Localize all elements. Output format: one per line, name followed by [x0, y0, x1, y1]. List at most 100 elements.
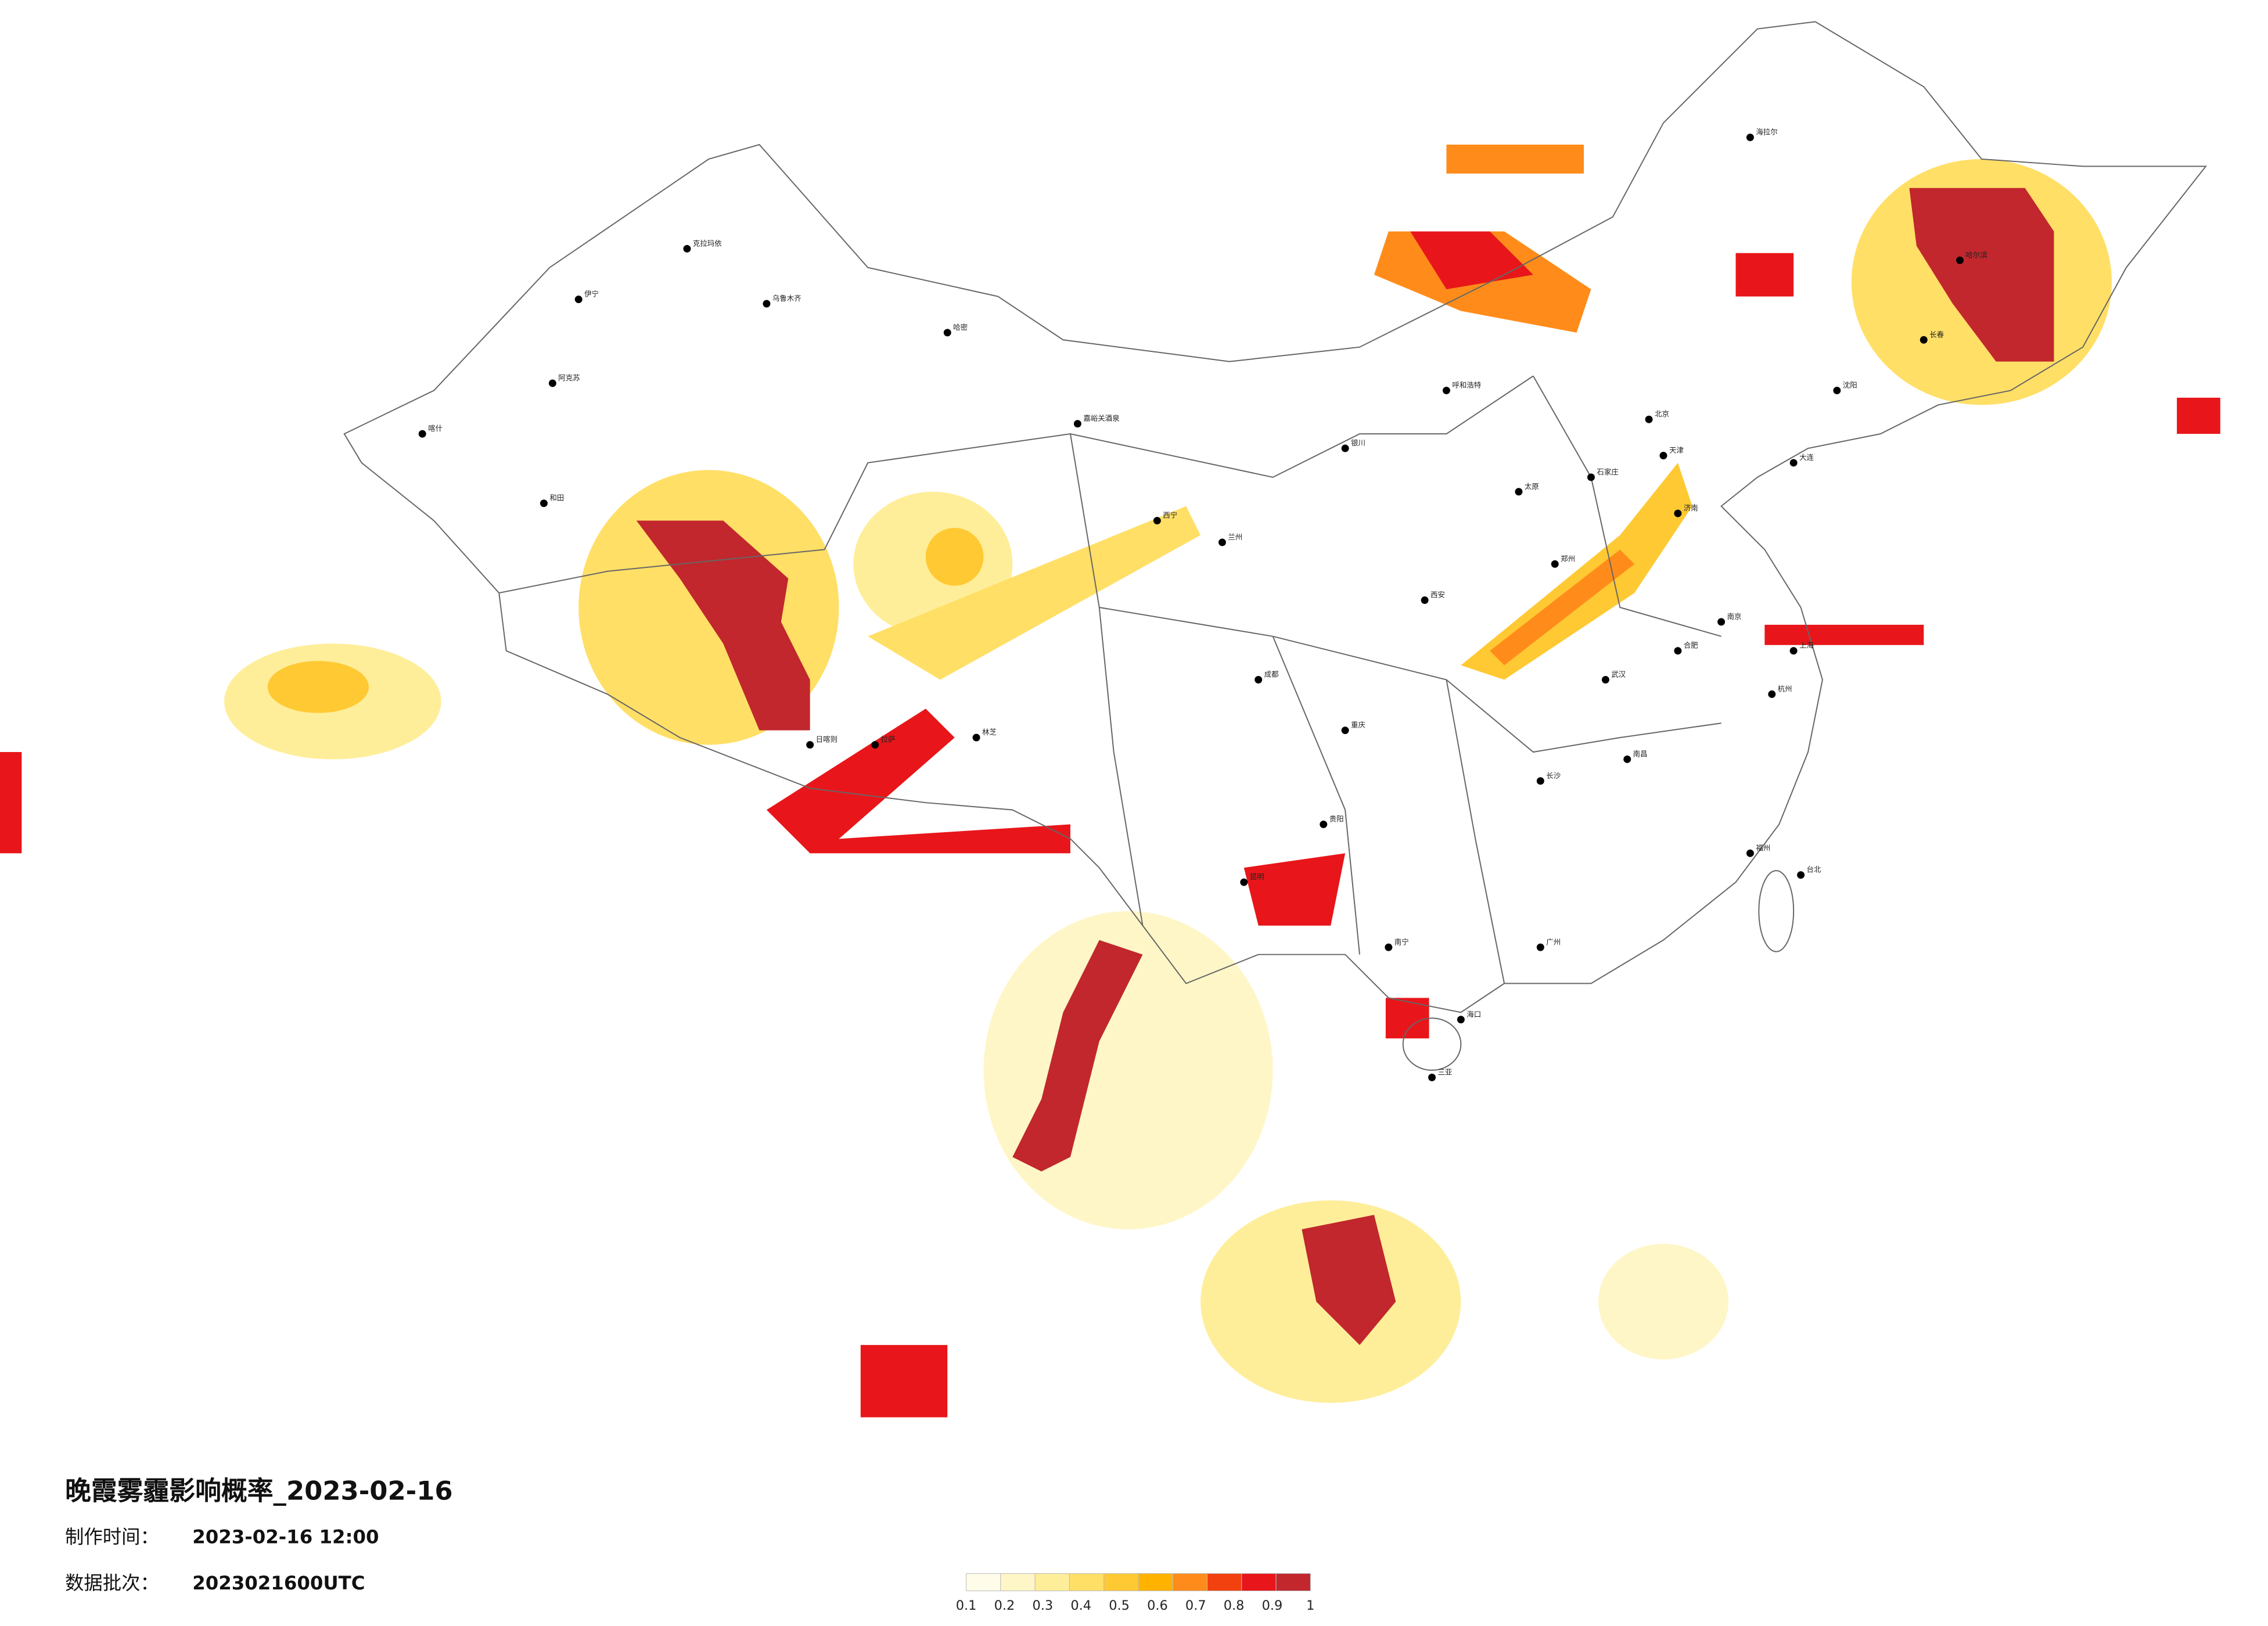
legend-swatch — [1000, 1573, 1036, 1591]
city-dot — [1601, 676, 1609, 684]
city-label: 南昌 — [1633, 749, 1648, 758]
city-dot — [1551, 560, 1559, 568]
city-dot — [1789, 647, 1798, 655]
city-label: 武汉 — [1611, 670, 1626, 679]
city-label: 郑州 — [1561, 554, 1575, 563]
haze-area — [1598, 1243, 1729, 1360]
haze-area — [636, 520, 810, 731]
island-outline — [1758, 870, 1795, 952]
legend: 0.1 0.2 0.3 0.4 0.5 0.6 0.7 0.8 0.9 1 — [956, 1573, 1314, 1613]
city-label: 银川 — [1351, 438, 1365, 447]
city-dot — [540, 499, 548, 508]
city-label: 长春 — [1929, 330, 1944, 339]
city-dot — [1153, 517, 1161, 525]
city-dot — [1536, 777, 1544, 785]
city-dot — [871, 741, 879, 749]
city-dot — [1320, 821, 1328, 829]
city-dot — [1746, 849, 1754, 857]
legend-swatch — [1104, 1573, 1139, 1591]
legend-swatch — [1207, 1573, 1242, 1591]
city-label: 海拉尔 — [1756, 128, 1777, 136]
city-label: 和田 — [549, 494, 564, 502]
city-label: 石家庄 — [1597, 467, 1618, 476]
legend-tick-label: 0.2 — [994, 1598, 1015, 1613]
haze-area — [0, 752, 22, 854]
city-dot — [1717, 618, 1726, 626]
produced-value: 2023-02-16 12:00 — [192, 1526, 379, 1548]
legend-swatch — [1275, 1573, 1311, 1591]
city-label: 北京 — [1655, 409, 1669, 418]
haze-area — [1012, 940, 1143, 1172]
city-dot — [548, 379, 556, 387]
city-label: 昆明 — [1250, 872, 1264, 881]
city-label: 济南 — [1684, 503, 1698, 512]
city-label: 哈尔滨 — [1965, 250, 1987, 259]
country-outline — [343, 21, 2207, 1013]
city-dot — [1255, 676, 1263, 684]
city-dot — [1768, 690, 1776, 698]
legend-tick-label: 0.3 — [1033, 1598, 1054, 1613]
province-boundaries — [499, 375, 1721, 984]
city-dot — [763, 300, 771, 308]
legend-tick-label: 0.6 — [1147, 1598, 1168, 1613]
city-label: 克拉玛依 — [693, 239, 722, 247]
legend-tick-label: 0.1 — [956, 1598, 977, 1613]
haze-area — [2177, 397, 2220, 434]
haze-area — [1490, 549, 1635, 665]
city-dot — [943, 329, 951, 337]
city-label: 贵阳 — [1329, 815, 1344, 823]
haze-area — [1764, 624, 1924, 645]
city-label: 西宁 — [1163, 511, 1177, 520]
city-dot — [1536, 943, 1544, 951]
haze-area — [766, 708, 1070, 854]
city-dot — [1623, 756, 1631, 763]
city-label: 福州 — [1756, 843, 1770, 852]
legend-swatch — [1069, 1573, 1105, 1591]
city-dot — [1746, 134, 1754, 142]
city-dot — [1341, 444, 1349, 452]
city-label: 阿克苏 — [558, 373, 580, 382]
city-label: 三亚 — [1437, 1067, 1452, 1076]
haze-area — [1735, 253, 1794, 297]
batch-label: 数据批次： — [65, 1572, 159, 1594]
city-label: 成都 — [1264, 670, 1279, 679]
city-label: 天津 — [1669, 446, 1684, 455]
boundaries — [343, 21, 2207, 1071]
city-label: 拉萨 — [881, 735, 896, 744]
haze-area — [1909, 188, 2054, 362]
legend-tick-label: 0.7 — [1185, 1598, 1206, 1613]
city-dot — [1240, 878, 1248, 886]
city-label: 南京 — [1727, 612, 1742, 621]
haze-area — [1410, 231, 1533, 290]
city-dot — [806, 741, 814, 749]
city-dot — [1587, 473, 1595, 481]
city-label: 沈阳 — [1843, 380, 1857, 389]
city-label: 喀什 — [428, 424, 443, 433]
city-label: 林芝 — [982, 728, 997, 736]
city-label: 兰州 — [1228, 533, 1242, 541]
legend-tick-label: 0.5 — [1109, 1598, 1130, 1613]
city-dot — [1645, 415, 1653, 423]
city-label: 西安 — [1430, 591, 1445, 599]
legend-tick-label: 0.9 — [1262, 1598, 1283, 1613]
city-dot — [1956, 256, 1964, 264]
city-label: 重庆 — [1351, 721, 1365, 729]
city-label: 伊宁 — [584, 290, 599, 298]
haze-area — [1461, 462, 1692, 680]
city-dot — [1674, 647, 1682, 655]
city-dot — [1341, 726, 1349, 735]
city-label: 广州 — [1546, 937, 1561, 946]
city-dot — [1789, 459, 1798, 467]
city-dot — [1457, 1016, 1465, 1024]
haze-area — [925, 528, 984, 586]
city-dot — [972, 733, 980, 742]
city-label: 台北 — [1807, 865, 1821, 874]
city-dot — [1833, 386, 1841, 394]
city-label: 乌鲁木齐 — [772, 294, 801, 303]
city-dot — [1428, 1073, 1436, 1081]
city-label: 呼和浩特 — [1452, 380, 1481, 389]
city-label: 南宁 — [1394, 937, 1409, 946]
batch-value: 2023021600UTC — [192, 1572, 365, 1594]
